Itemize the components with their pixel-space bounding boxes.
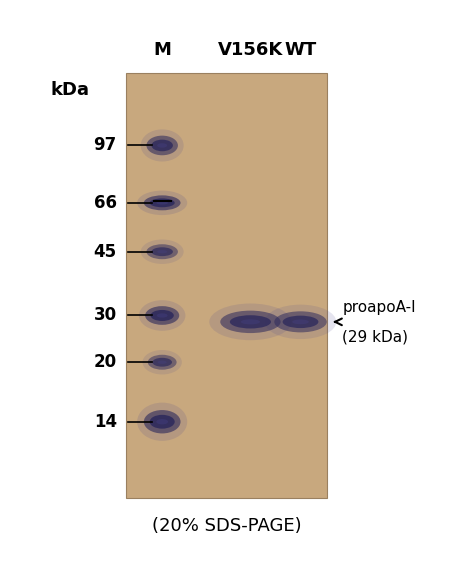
Ellipse shape	[157, 250, 167, 253]
Text: 14: 14	[94, 413, 117, 431]
Ellipse shape	[157, 143, 167, 148]
Ellipse shape	[157, 314, 167, 318]
Text: WT: WT	[284, 41, 316, 59]
Ellipse shape	[149, 415, 174, 428]
Ellipse shape	[291, 319, 308, 324]
Ellipse shape	[149, 198, 174, 207]
Ellipse shape	[209, 303, 291, 340]
Ellipse shape	[140, 239, 183, 264]
Ellipse shape	[229, 315, 270, 328]
Text: 97: 97	[93, 136, 117, 154]
Ellipse shape	[137, 191, 187, 215]
Ellipse shape	[264, 305, 336, 339]
Ellipse shape	[156, 201, 168, 204]
Text: (20% SDS-PAGE): (20% SDS-PAGE)	[151, 517, 301, 535]
Ellipse shape	[145, 306, 179, 325]
Ellipse shape	[140, 129, 183, 162]
Ellipse shape	[148, 355, 176, 370]
Ellipse shape	[240, 319, 259, 324]
Ellipse shape	[152, 358, 172, 367]
Ellipse shape	[144, 410, 180, 434]
Ellipse shape	[142, 350, 181, 374]
Ellipse shape	[157, 360, 167, 364]
Text: (29 kDa): (29 kDa)	[342, 329, 407, 344]
Text: 30: 30	[94, 306, 117, 324]
Text: V156K: V156K	[218, 41, 282, 59]
Ellipse shape	[150, 310, 173, 321]
Ellipse shape	[146, 136, 178, 155]
Ellipse shape	[139, 300, 185, 331]
Ellipse shape	[144, 195, 180, 211]
Ellipse shape	[282, 316, 318, 328]
Bar	[126, 73, 326, 498]
Ellipse shape	[151, 247, 172, 256]
Text: kDa: kDa	[50, 81, 89, 99]
Ellipse shape	[220, 311, 280, 333]
Ellipse shape	[274, 311, 326, 332]
Ellipse shape	[146, 244, 178, 259]
Ellipse shape	[137, 403, 187, 441]
Text: 45: 45	[94, 243, 117, 261]
Text: 66: 66	[94, 194, 117, 212]
Text: M: M	[153, 41, 171, 59]
Ellipse shape	[151, 140, 172, 151]
Text: proapoA-I: proapoA-I	[342, 300, 415, 315]
Text: 20: 20	[94, 353, 117, 371]
Ellipse shape	[156, 419, 168, 425]
